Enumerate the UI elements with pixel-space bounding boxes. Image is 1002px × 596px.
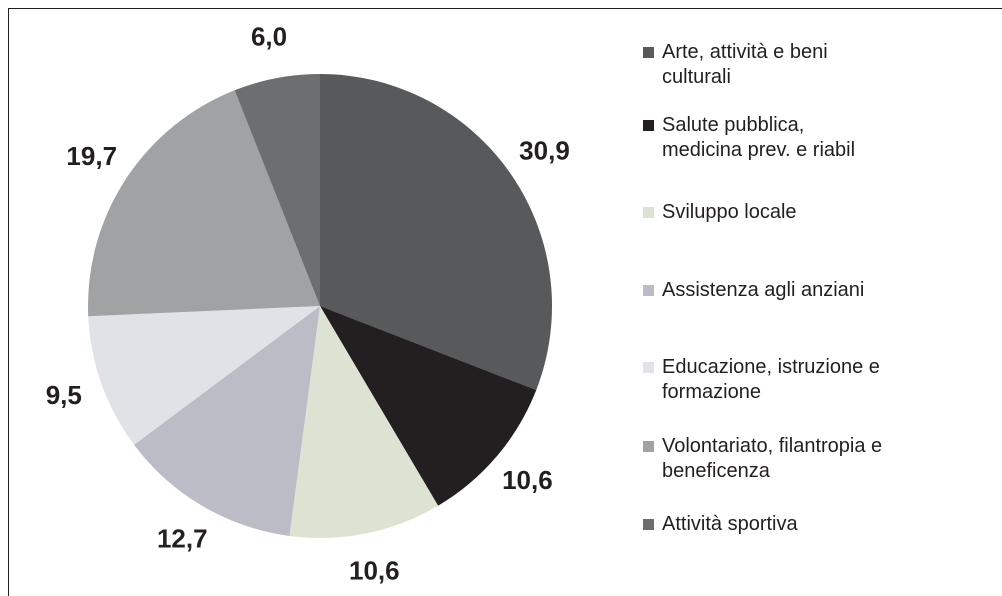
legend-item: Salute pubblica, medicina prev. e riabil (643, 113, 855, 163)
legend-swatch (643, 362, 654, 373)
data-label: 10,6 (349, 555, 400, 585)
legend-swatch (643, 120, 654, 131)
data-label: 9,5 (46, 380, 82, 410)
legend-label: Arte, attività e beni culturali (662, 41, 828, 88)
pie-slice (134, 306, 320, 536)
pie-slice (234, 74, 320, 306)
pie-slice (289, 306, 439, 538)
data-label: 12,7 (157, 523, 208, 553)
data-label: 10,6 (502, 465, 553, 495)
legend-item: Volontariato, filantropia e beneficenza (643, 434, 882, 484)
legend-item: Sviluppo locale (643, 200, 797, 225)
pie-slice (320, 306, 537, 506)
legend-label: Educazione, istruzione e formazione (662, 356, 880, 403)
legend-label: Salute pubblica, medicina prev. e riabil (662, 114, 856, 161)
legend-item: Attività sportiva (643, 512, 798, 537)
pie-slice (88, 306, 320, 445)
legend-swatch (643, 207, 654, 218)
legend-item: Assistenza agli anziani (643, 278, 864, 303)
legend-swatch (643, 519, 654, 530)
legend-label: Volontariato, filantropia e beneficenza (662, 435, 883, 482)
legend-swatch (643, 285, 654, 296)
legend-label: Assistenza agli anziani (662, 279, 865, 301)
data-label: 6,0 (251, 22, 287, 52)
legend-swatch (643, 441, 654, 452)
legend-label: Sviluppo locale (662, 201, 797, 223)
frame (8, 8, 1002, 596)
pie-slice (88, 90, 320, 317)
data-label: 19,7 (66, 141, 117, 171)
legend-label: Attività sportiva (662, 513, 798, 535)
legend-swatch (643, 47, 654, 58)
data-label: 30,9 (519, 135, 570, 165)
legend-item: Arte, attività e beni culturali (643, 40, 828, 90)
legend-item: Educazione, istruzione e formazione (643, 355, 880, 405)
pie-slice (320, 74, 552, 391)
